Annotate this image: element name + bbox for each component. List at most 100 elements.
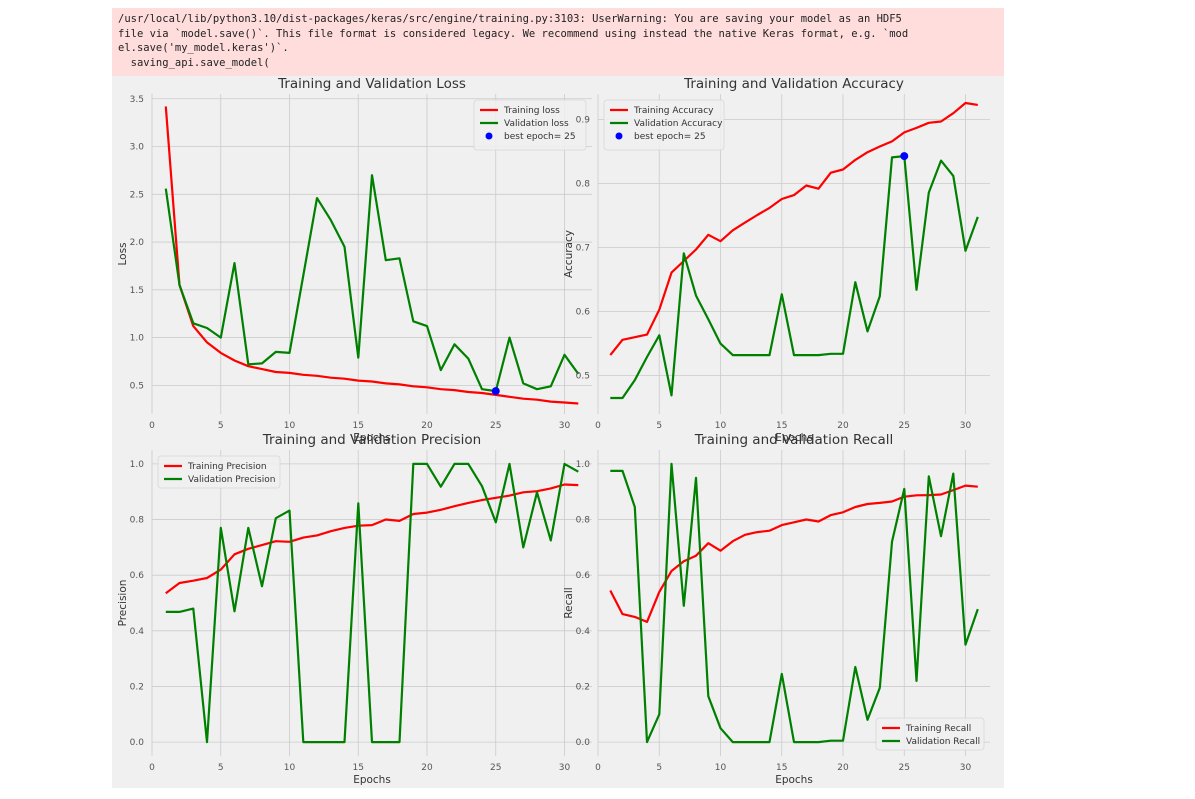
y-axis-label: Precision [117, 580, 129, 627]
warning-line: el.save('my_model.keras')`. [118, 42, 289, 54]
legend-entry-label: Training loss [503, 106, 560, 116]
x-axis-label: Epochs [353, 432, 391, 444]
legend-entry-label: Validation loss [504, 119, 569, 129]
y-tick-label: 0.6 [130, 571, 145, 581]
legend-entry-label: Training Precision [187, 462, 267, 472]
y-tick-label: 0.6 [576, 571, 591, 581]
legend: Training Precision Validation Precision [157, 455, 281, 489]
x-tick-label: 20 [421, 763, 433, 773]
y-tick-label: 0.6 [576, 308, 591, 318]
legend-box [875, 717, 985, 751]
legend-entry-label: best epoch= 25 [634, 132, 706, 142]
x-tick-label: 30 [960, 421, 972, 431]
legend-best-marker [485, 132, 493, 140]
x-tick-label: 15 [776, 763, 787, 773]
validation-series-line [610, 462, 979, 744]
y-tick-label: 0.8 [576, 180, 591, 190]
best-epoch-marker [900, 152, 909, 161]
y-tick-label: 3.5 [130, 95, 144, 105]
legend: Training Recall Validation Recall [875, 717, 985, 751]
y-tick-label: 0.2 [576, 682, 590, 692]
legend-box [603, 99, 725, 151]
legend: Training Accuracy Validation Accuracy best… [603, 99, 725, 151]
x-tick-label: 10 [284, 763, 296, 773]
chart-title: Training and Validation Recall [694, 432, 893, 448]
chart-panel-3: 0 5 10 15 20 25 30 0.0 0.2 0.4 0.6 0.8 1.0 Training a… [117, 432, 592, 786]
series-group [609, 101, 979, 400]
x-tick-label: 10 [715, 421, 727, 431]
y-tick-label: 0.8 [576, 516, 591, 526]
series-group [165, 462, 579, 744]
y-tick-label: 0.8 [130, 516, 145, 526]
x-tick-label: 15 [353, 421, 364, 431]
training-series-line [164, 106, 579, 405]
x-tick-label: 5 [218, 763, 224, 773]
training-series-line [609, 484, 978, 624]
training-history-figure: 0 5 10 15 20 25 30 0.5 1.0 1.5 2.0 2.5 3.0 3.5 Trainin… [112, 76, 1004, 788]
x-tick-label: 25 [490, 763, 501, 773]
y-tick-label: 0.4 [576, 627, 591, 637]
x-tick-label: 5 [656, 421, 662, 431]
x-tick-label: 10 [715, 763, 727, 773]
legend-best-marker [615, 132, 623, 140]
validation-series-line [164, 174, 580, 393]
legend-entry-label: Validation Precision [188, 475, 275, 485]
y-tick-label: 0.7 [576, 244, 590, 254]
chart-panel-2: 0 5 10 15 20 25 30 0.5 0.6 0.7 0.8 0.9 Training and … [563, 76, 990, 444]
training-series-line [609, 101, 978, 356]
x-axis-label: Epochs [775, 774, 813, 786]
x-tick-label: 20 [837, 421, 849, 431]
chart-title: Training and Validation Precision [262, 432, 481, 448]
x-tick-label: 30 [559, 763, 571, 773]
x-tick-label: 30 [960, 763, 972, 773]
validation-series-line [610, 154, 979, 400]
legend-box [157, 455, 281, 489]
legend-entry-label: best epoch= 25 [504, 132, 576, 142]
x-tick-label: 15 [353, 763, 364, 773]
chart-title: Training and Validation Loss [277, 76, 466, 92]
legend-entry-label: Validation Accuracy [634, 119, 723, 129]
x-axis-label: Epochs [353, 774, 391, 786]
legend-box [473, 99, 587, 151]
x-tick-label: 15 [776, 421, 787, 431]
y-tick-label: 0.0 [130, 738, 145, 748]
x-axis-label: Epochs [775, 432, 813, 444]
legend: Training loss Validation loss best epoch= … [473, 99, 587, 151]
legend-entry-label: Training Recall [905, 724, 971, 734]
x-tick-label: 20 [421, 421, 433, 431]
x-tick-label: 0 [595, 421, 601, 431]
x-tick-label: 0 [149, 763, 155, 773]
chart-panel-4: 0 5 10 15 20 25 30 0.0 0.2 0.4 0.6 0.8 1.0 Training a… [563, 432, 990, 786]
x-tick-label: 0 [595, 763, 601, 773]
y-axis-label: Recall [563, 587, 575, 618]
x-tick-label: 25 [899, 763, 910, 773]
chart-grid-svg: 0 5 10 15 20 25 30 0.5 1.0 1.5 2.0 2.5 3.0 3.5 Trainin… [117, 76, 990, 786]
y-tick-label: 0.4 [130, 627, 145, 637]
y-tick-label: 0.0 [576, 738, 591, 748]
y-tick-label: 0.5 [130, 381, 144, 391]
y-tick-label: 1.0 [130, 334, 145, 344]
y-tick-label: 1.0 [130, 460, 145, 470]
validation-series-line [165, 462, 579, 744]
x-tick-label: 20 [837, 763, 849, 773]
y-tick-label: 0.9 [576, 116, 591, 126]
warning-line: file via `model.save()`. This file forma… [118, 27, 909, 40]
y-tick-label: 1.5 [130, 286, 144, 296]
x-tick-label: 0 [149, 421, 155, 431]
x-tick-label: 25 [899, 421, 910, 431]
legend-entry-label: Training Accuracy [633, 106, 714, 116]
chart-panel-1: 0 5 10 15 20 25 30 0.5 1.0 1.5 2.0 2.5 3.0 3.5 Trainin… [117, 76, 592, 444]
y-tick-label: 2.0 [130, 238, 145, 248]
x-tick-label: 5 [218, 421, 224, 431]
y-tick-label: 0.5 [576, 372, 590, 382]
series-group [609, 462, 979, 744]
series-group [164, 106, 580, 405]
training-series-line [165, 483, 579, 595]
x-tick-label: 10 [284, 421, 296, 431]
stderr-warning-box: /usr/local/lib/python3.10/dist-packages/… [112, 8, 1004, 76]
warning-line: /usr/local/lib/python3.10/dist-packages/… [118, 13, 902, 25]
y-axis-label: Loss [117, 242, 129, 265]
y-tick-label: 0.2 [130, 682, 144, 692]
legend-entry-label: Validation Recall [906, 737, 980, 747]
warning-line: saving_api.save_model( [118, 56, 270, 69]
